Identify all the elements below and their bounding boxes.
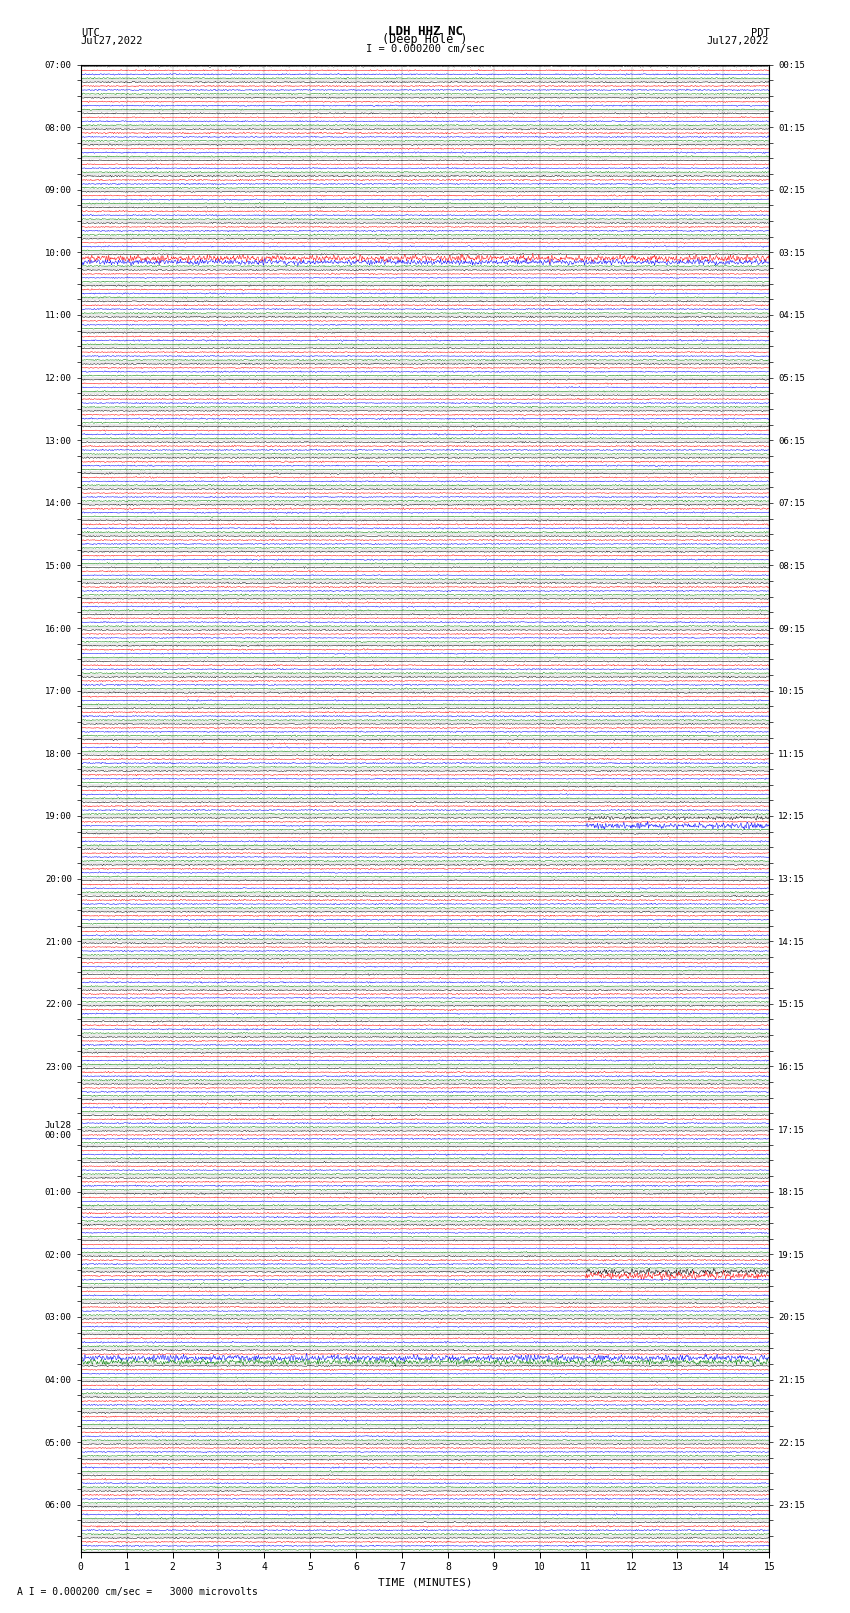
Text: Jul27,2022: Jul27,2022 xyxy=(706,35,769,45)
X-axis label: TIME (MINUTES): TIME (MINUTES) xyxy=(377,1578,473,1587)
Text: I = 0.000200 cm/sec: I = 0.000200 cm/sec xyxy=(366,44,484,53)
Text: Jul27,2022: Jul27,2022 xyxy=(81,35,144,45)
Text: PDT: PDT xyxy=(751,27,769,37)
Text: UTC: UTC xyxy=(81,27,99,37)
Text: (Deep Hole ): (Deep Hole ) xyxy=(382,32,468,45)
Text: A I = 0.000200 cm/sec =   3000 microvolts: A I = 0.000200 cm/sec = 3000 microvolts xyxy=(17,1587,258,1597)
Text: LDH HHZ NC: LDH HHZ NC xyxy=(388,24,462,37)
